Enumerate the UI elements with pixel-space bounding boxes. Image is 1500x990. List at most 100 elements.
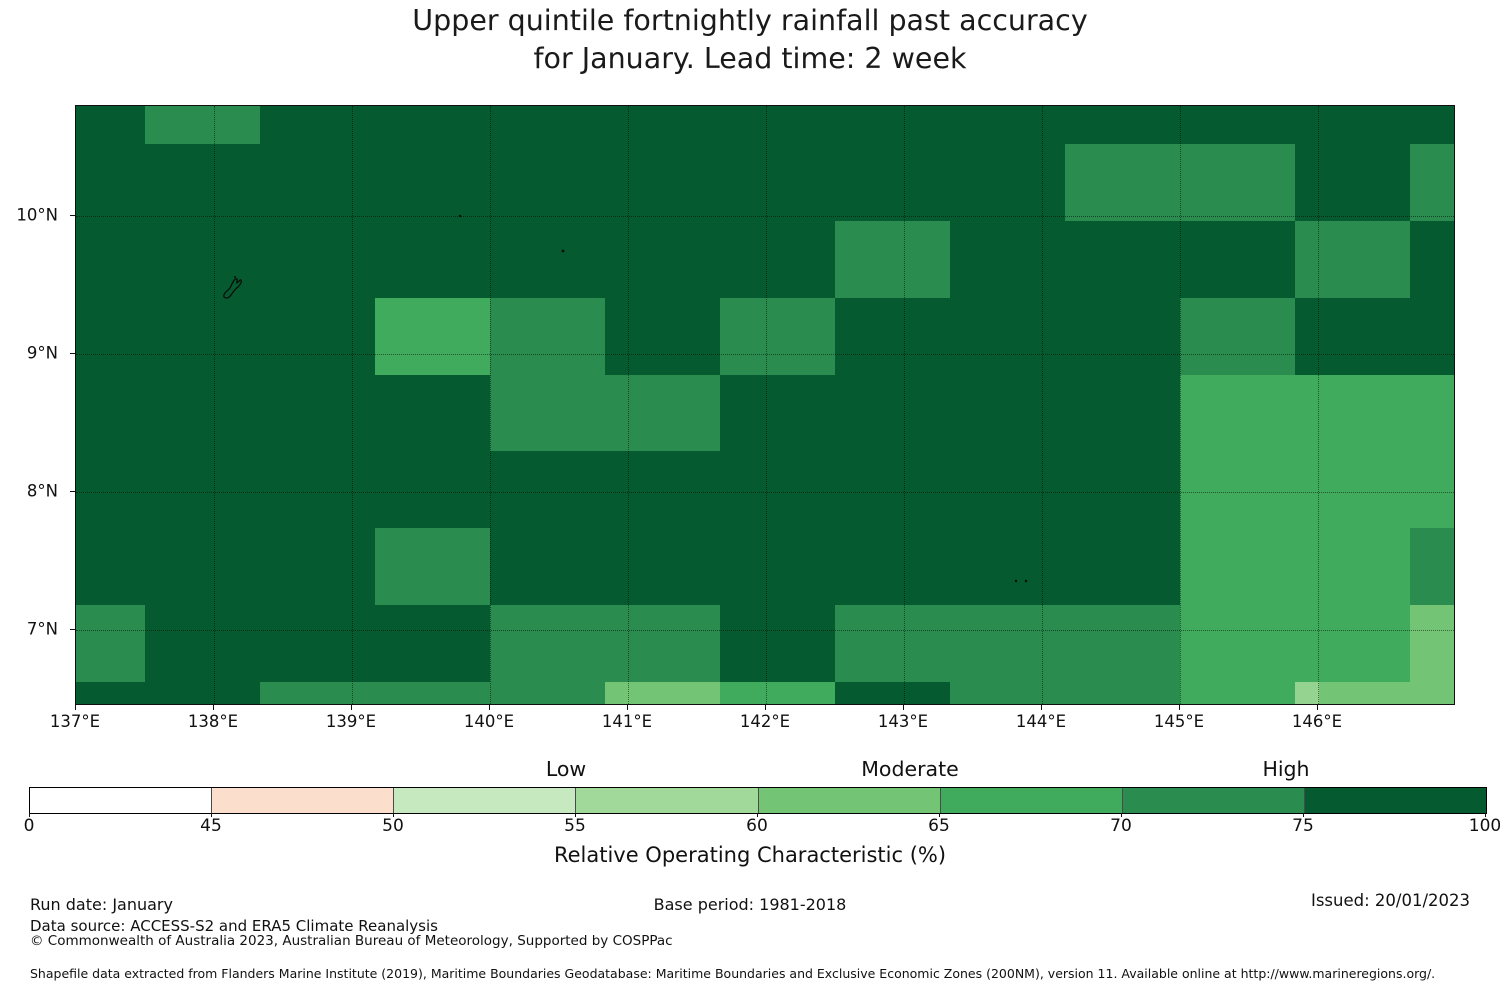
map-cell: [950, 298, 1065, 375]
map-cell: [1410, 451, 1454, 528]
map-cell: [76, 106, 145, 144]
map-cell: [605, 298, 720, 375]
map-cell: [950, 221, 1065, 298]
footer-data-source: Data source: ACCESS-S2 and ERA5 Climate …: [30, 917, 438, 935]
colorbar: [29, 787, 1487, 814]
meridian-gridline: [628, 106, 629, 704]
parallel-gridline: [76, 354, 1454, 355]
parallel-gridline: [76, 216, 1454, 217]
footer-run-date: Run date: January: [30, 895, 173, 914]
colorbar-segment: [394, 788, 577, 813]
map-cell: [76, 451, 145, 528]
x-tick-mark: [627, 705, 628, 710]
parallel-gridline: [76, 492, 1454, 493]
y-tick-label: 10°N: [16, 205, 58, 225]
map-cell: [375, 144, 490, 221]
map-cell: [950, 605, 1065, 682]
map-cell: [490, 605, 605, 682]
colorbar-tick-mark: [1303, 813, 1304, 817]
map-cell: [375, 221, 490, 298]
map-cell: [145, 221, 260, 298]
map-cell: [260, 605, 375, 682]
x-tick-mark: [1317, 705, 1318, 710]
map-cell: [490, 298, 605, 375]
colorbar-tick-mark: [1485, 813, 1486, 817]
colorbar-tick-mark: [575, 813, 576, 817]
x-tick-label: 140°E: [463, 712, 515, 731]
map-cell: [720, 682, 835, 704]
map-cell: [375, 298, 490, 375]
map-cell: [76, 682, 145, 704]
x-tick-label: 139°E: [325, 712, 377, 731]
map-cell: [950, 144, 1065, 221]
map-cell: [1180, 682, 1295, 704]
map-cell: [375, 605, 490, 682]
map-cell: [76, 605, 145, 682]
map-cell: [260, 221, 375, 298]
map-cell: [835, 221, 950, 298]
map-cell: [260, 298, 375, 375]
map-cell: [1180, 298, 1295, 375]
map-cell: [605, 605, 720, 682]
y-tick-label: 9°N: [26, 343, 58, 363]
map-cell: [260, 106, 375, 144]
map-cell: [145, 375, 260, 451]
colorbar-tick-mark: [939, 813, 940, 817]
x-tick-label: 137°E: [49, 712, 101, 731]
colorbar-tick-mark: [29, 813, 30, 817]
map-cell: [1410, 106, 1454, 144]
y-tick-label: 8°N: [26, 481, 58, 501]
map-cell: [1295, 375, 1410, 451]
map-cell: [1180, 375, 1295, 451]
map-cell: [145, 682, 260, 704]
map-cell: [145, 451, 260, 528]
colorbar-tick-mark: [1121, 813, 1122, 817]
map-cell: [1295, 682, 1319, 704]
map-cell: [720, 144, 835, 221]
parallel-gridline: [76, 630, 1454, 631]
map-cell: [1410, 528, 1454, 605]
map-cell: [490, 451, 605, 528]
map-cell: [835, 298, 950, 375]
colorbar-category-label: Moderate: [861, 757, 959, 781]
map-cell: [720, 221, 835, 298]
map-cell: [1065, 144, 1180, 221]
map-cell: [1180, 451, 1295, 528]
x-tick-label: 145°E: [1153, 712, 1205, 731]
x-tick-mark: [75, 705, 76, 710]
map-cell: [1180, 605, 1295, 682]
map-cell: [1410, 375, 1454, 451]
map-cell: [835, 106, 950, 144]
y-tick-mark: [70, 629, 75, 630]
map-cell: [605, 682, 720, 704]
map-cell: [490, 221, 605, 298]
map-cell: [375, 106, 490, 144]
map-cell: [76, 144, 145, 221]
y-tick-label: 7°N: [26, 619, 58, 639]
map-cell: [950, 451, 1065, 528]
map-cell: [720, 106, 835, 144]
map-cell: [1065, 375, 1180, 451]
colorbar-tick-label: 60: [746, 816, 768, 836]
map-cell: [76, 221, 145, 298]
colorbar-tick-label: 55: [564, 816, 586, 836]
map-cell: [605, 375, 720, 451]
meridian-gridline: [904, 106, 905, 704]
colorbar-tick-label: 75: [1292, 816, 1314, 836]
map-cell: [605, 451, 720, 528]
map-cell: [720, 528, 835, 605]
map-cell: [1295, 298, 1410, 375]
colorbar-tick-label: 100: [1468, 816, 1500, 836]
map-cell: [1065, 451, 1180, 528]
x-tick-mark: [1041, 705, 1042, 710]
map-cell: [720, 451, 835, 528]
chart-title-line1: Upper quintile fortnightly rainfall past…: [412, 4, 1088, 37]
map-cell: [835, 144, 950, 221]
colorbar-tick-mark: [393, 813, 394, 817]
map-cell: [1410, 144, 1454, 221]
x-tick-mark: [1179, 705, 1180, 710]
map-cell: [1295, 451, 1410, 528]
x-tick-label: 141°E: [601, 712, 653, 731]
map-cell: [260, 528, 375, 605]
x-tick-mark: [351, 705, 352, 710]
